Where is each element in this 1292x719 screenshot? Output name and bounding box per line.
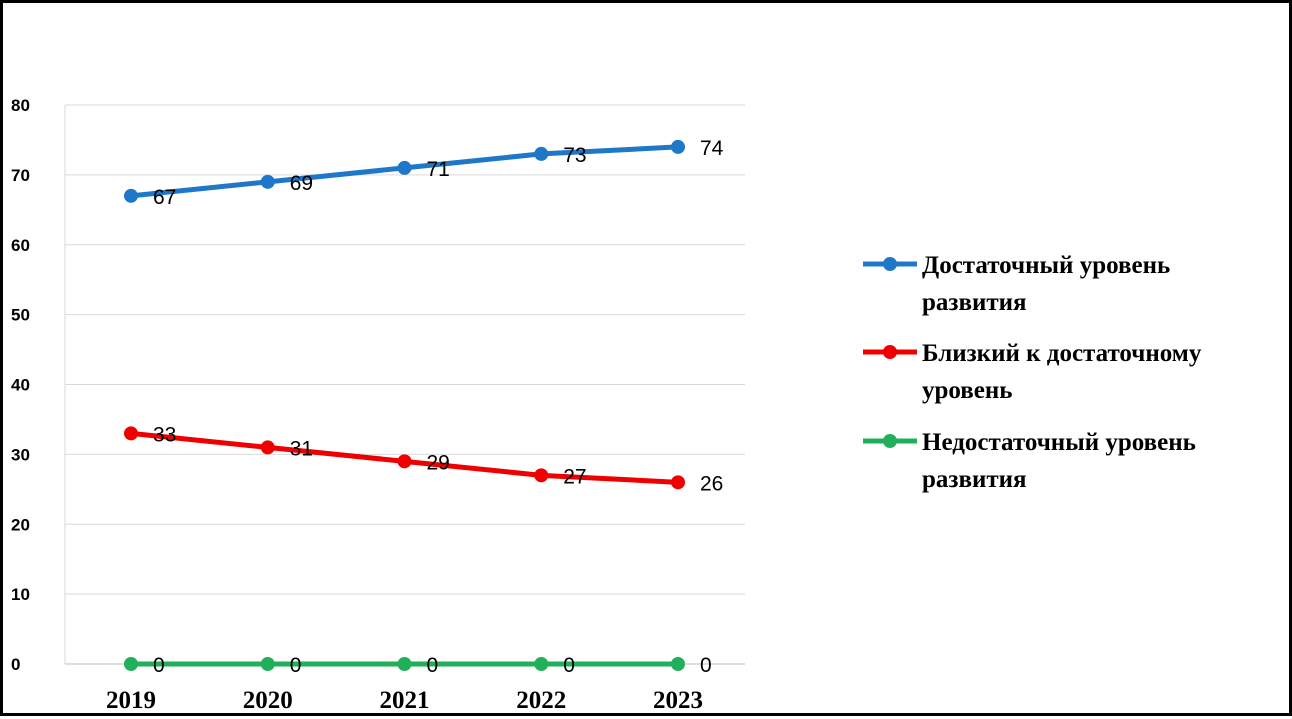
y-tick-label: 0 [11, 655, 20, 674]
data-point [671, 139, 685, 154]
y-tick-label: 10 [11, 585, 30, 604]
data-label: 26 [700, 472, 723, 495]
data-label: 31 [290, 437, 313, 460]
data-label: 0 [563, 654, 575, 677]
data-label: 0 [153, 654, 165, 677]
legend-label: Недостаточный уровень [922, 429, 1196, 456]
data-point [671, 657, 685, 671]
y-tick-label: 80 [11, 96, 30, 115]
data-label: 73 [563, 144, 586, 167]
data-point [124, 188, 138, 203]
legend-marker-point [883, 345, 897, 359]
data-point [671, 475, 685, 490]
x-tick-label: 2023 [653, 687, 703, 714]
gridlines [65, 104, 745, 665]
x-tick-label: 2019 [106, 687, 156, 714]
data-label: 27 [563, 465, 586, 488]
data-label: 71 [427, 158, 450, 181]
y-tick-label: 70 [11, 166, 30, 185]
y-tick-label: 50 [11, 306, 30, 325]
y-tick-label: 30 [11, 445, 30, 464]
data-point [534, 657, 549, 671]
data-point [124, 657, 138, 671]
data-label: 67 [153, 186, 176, 209]
x-tick-label: 2022 [516, 687, 566, 714]
data-point [260, 440, 275, 455]
legend-label: Близкий к достаточному [922, 340, 1202, 367]
x-tick-label: 2020 [243, 687, 293, 714]
data-point [124, 426, 138, 441]
legend-label: уровень [922, 377, 1013, 404]
data-point [534, 468, 549, 483]
data-label: 0 [427, 654, 439, 677]
legend-label: развития [922, 466, 1027, 493]
data-label: 0 [290, 654, 302, 677]
data-label: 0 [700, 654, 712, 677]
series-lines: 67 69 71 73 74 33 31 29 27 26 0 0 0 0 0 [124, 137, 724, 677]
x-tick-label: 2021 [380, 687, 430, 714]
y-axis: 0 10 20 30 40 50 60 70 80 [11, 96, 66, 674]
data-label: 29 [427, 451, 450, 474]
legend-marker-point [883, 434, 897, 448]
legend-label: развития [922, 289, 1027, 316]
y-tick-label: 20 [11, 515, 30, 534]
data-point [534, 146, 549, 161]
data-label: 69 [290, 172, 313, 195]
data-point [397, 160, 412, 175]
legend: Достаточный уровень развития Близкий к дос… [863, 252, 1202, 493]
data-label: 33 [153, 423, 176, 446]
x-axis: 2019 2020 2021 2022 2023 [65, 663, 745, 714]
legend-label: Достаточный уровень [922, 252, 1170, 279]
data-point [260, 174, 275, 189]
data-label: 74 [700, 137, 724, 160]
y-tick-label: 40 [11, 376, 30, 395]
line-chart: 0 10 20 30 40 50 60 70 80 2019 2020 2021 2022 2023 6… [11, 96, 1202, 714]
legend-marker-point [883, 257, 897, 271]
data-point [397, 454, 412, 469]
y-tick-label: 60 [11, 236, 30, 255]
data-point [260, 657, 275, 671]
data-point [397, 657, 412, 671]
